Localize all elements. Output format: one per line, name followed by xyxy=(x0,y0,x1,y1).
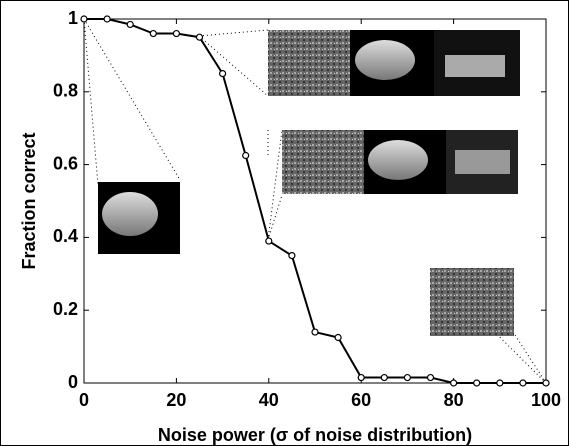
point xyxy=(473,379,481,387)
x-axis-label: Noise power (σ of noise distribution) xyxy=(158,425,472,445)
x-tick-label: 100 xyxy=(531,390,561,410)
y-axis-label: Fraction correct xyxy=(19,132,39,269)
y-tick-label: 0.8 xyxy=(53,81,78,101)
point xyxy=(242,151,250,160)
x-tick-label: 60 xyxy=(351,390,371,410)
x-tick-label: 40 xyxy=(259,390,279,410)
point xyxy=(380,373,388,382)
point xyxy=(103,15,111,23)
y-tick-label: 1 xyxy=(68,8,78,28)
point xyxy=(80,15,88,23)
point xyxy=(496,379,504,387)
insets xyxy=(98,30,520,336)
x-tick-label: 0 xyxy=(79,390,89,410)
point xyxy=(334,333,342,342)
point xyxy=(219,69,227,78)
point xyxy=(519,379,527,387)
point xyxy=(126,20,134,29)
x-tick-label: 80 xyxy=(444,390,464,410)
point xyxy=(149,29,157,38)
point xyxy=(542,379,550,387)
point xyxy=(311,328,319,336)
point xyxy=(403,373,411,382)
point xyxy=(195,33,204,41)
point xyxy=(265,237,273,245)
y-tick-label: 0.4 xyxy=(53,226,78,246)
y-tick-label: 0.2 xyxy=(53,299,78,319)
point xyxy=(426,373,435,382)
point xyxy=(172,29,180,38)
y-tick-label: 0.6 xyxy=(53,153,78,173)
point xyxy=(450,379,458,387)
point xyxy=(288,252,296,260)
y-tick-label: 0 xyxy=(68,372,78,392)
point xyxy=(357,373,365,382)
x-tick-label: 20 xyxy=(166,390,186,410)
